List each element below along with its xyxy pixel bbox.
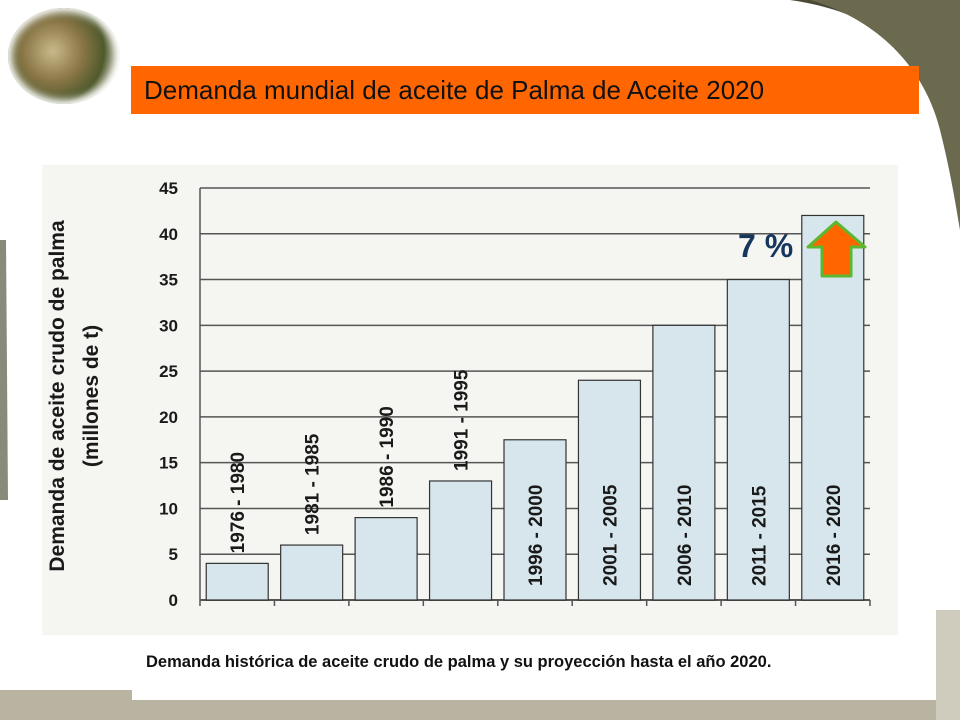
y-tick-labels: 0 5 10 15 20 25 30 35 40 45 [159,179,178,610]
category-label: 2001 - 2005 [600,484,621,586]
y-tick-label: 40 [159,225,178,244]
bar [503,439,567,601]
y-axis-label: Demanda de aceite crudo de palma [46,220,69,572]
bar [354,516,418,601]
bar [801,214,865,601]
category-label: 2016 - 2020 [824,485,845,586]
y-tick-label: 25 [159,362,178,381]
y-tick-label: 5 [169,545,178,564]
slide-title: Demanda mundial de aceite de Palma de Ac… [131,66,919,114]
bar [280,544,344,601]
bars [205,214,865,601]
caption-panel [132,640,936,700]
y-axis-unit-label: (millones de t) [80,325,103,467]
bar [577,379,642,601]
category-label: 2006 - 2010 [675,485,696,586]
category-label: 1976 - 1980 [228,452,249,553]
bar [205,562,269,601]
category-label: 1996 - 2000 [526,485,547,586]
bar [726,278,790,601]
y-tick-label: 10 [159,499,178,518]
y-tick-label: 0 [169,591,178,610]
y-tick-label: 30 [159,316,178,335]
y-tick-label: 35 [159,271,178,290]
y-tick-label: 45 [159,179,178,198]
bar [428,480,493,601]
up-arrow-icon [806,220,867,278]
category-label: 1981 - 1985 [303,433,324,535]
chart-caption: Demanda histórica de aceite crudo de pal… [146,653,772,671]
category-label: 1991 - 1995 [452,369,473,471]
oil-palm-photo [8,8,120,104]
growth-annotation: 7 % [738,228,793,264]
y-tick-label: 20 [159,408,178,427]
bar [652,324,716,601]
category-label: 2011 - 2015 [749,485,770,586]
category-label: 1986 - 1990 [377,406,398,507]
category-labels: 1976 - 1980 1981 - 1985 1986 - 1990 1991 - … [228,369,845,586]
y-tick-label: 15 [159,454,178,473]
